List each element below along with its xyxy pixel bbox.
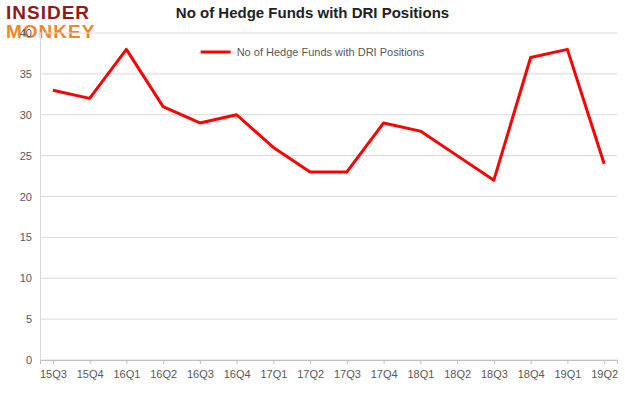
x-tick-mark bbox=[163, 360, 164, 364]
x-tick-mark bbox=[273, 360, 274, 364]
x-tick-mark bbox=[531, 360, 532, 364]
logo-text: INSIDER bbox=[6, 2, 90, 23]
y-tick-label: 40 bbox=[20, 27, 32, 39]
x-tick-label: 18Q4 bbox=[518, 368, 545, 380]
grid bbox=[40, 33, 617, 360]
x-tick-label: 17Q3 bbox=[334, 368, 361, 380]
x-tick-label: 17Q1 bbox=[260, 368, 287, 380]
x-tick-mark bbox=[457, 360, 458, 364]
legend: No of Hedge Funds with DRI Positions bbox=[201, 46, 425, 58]
y-tick: 30 bbox=[20, 109, 40, 121]
y-tick: 5 bbox=[26, 313, 40, 325]
x-tick: 16Q4 bbox=[224, 360, 251, 380]
x-tick: 15Q3 bbox=[40, 360, 67, 380]
plot-area bbox=[53, 49, 604, 180]
x-tick-label: 19Q2 bbox=[591, 368, 618, 380]
x-tick: 17Q2 bbox=[297, 360, 324, 380]
y-tick-label: 35 bbox=[20, 68, 32, 80]
x-tick-mark bbox=[604, 360, 605, 364]
grid-line bbox=[40, 155, 617, 156]
grid-line bbox=[40, 73, 617, 74]
x-tick-mark bbox=[310, 360, 311, 364]
chart: INSIDERMONKEY No of Hedge Funds with DRI … bbox=[0, 0, 625, 395]
y-tick-label: 15 bbox=[20, 231, 32, 243]
grid-line bbox=[40, 319, 617, 320]
grid-line bbox=[40, 278, 617, 279]
x-tick-label: 18Q2 bbox=[444, 368, 471, 380]
y-tick: 35 bbox=[20, 68, 40, 80]
y-tick: 25 bbox=[20, 150, 40, 162]
y-tick-label: 30 bbox=[20, 109, 32, 121]
x-tick: 18Q1 bbox=[407, 360, 434, 380]
title: No of Hedge Funds with DRI Positions bbox=[176, 4, 449, 21]
x-tick-label: 16Q3 bbox=[187, 368, 214, 380]
x-tick: 18Q2 bbox=[444, 360, 471, 380]
y-tick-label: 10 bbox=[20, 272, 32, 284]
x-tick-mark bbox=[494, 360, 495, 364]
grid-line bbox=[40, 196, 617, 197]
legend-item: No of Hedge Funds with DRI Positions bbox=[201, 46, 425, 58]
x-tick: 16Q3 bbox=[187, 360, 214, 380]
x-tick-label: 18Q1 bbox=[407, 368, 434, 380]
x-tick: 15Q4 bbox=[77, 360, 104, 380]
x-tick-mark bbox=[420, 360, 421, 364]
series-line bbox=[53, 49, 604, 180]
x-tick-mark bbox=[53, 360, 54, 364]
y-tick-label: 0 bbox=[26, 354, 32, 366]
x-tick-label: 18Q3 bbox=[481, 368, 508, 380]
x-tick-label: 17Q2 bbox=[297, 368, 324, 380]
y-tick: 20 bbox=[20, 191, 40, 203]
x-tick-mark bbox=[384, 360, 385, 364]
grid-line bbox=[40, 237, 617, 238]
y-axis-line bbox=[40, 34, 41, 361]
legend-label: No of Hedge Funds with DRI Positions bbox=[237, 46, 425, 58]
legend-swatch bbox=[201, 51, 231, 54]
x-tick-label: 16Q1 bbox=[113, 368, 140, 380]
y-tick-label: 20 bbox=[20, 191, 32, 203]
x-tick: 18Q3 bbox=[481, 360, 508, 380]
x-tick: 17Q1 bbox=[260, 360, 287, 380]
x-tick: 17Q3 bbox=[334, 360, 361, 380]
y-tick-label: 5 bbox=[26, 313, 32, 325]
x-tick-mark bbox=[126, 360, 127, 364]
x-axis-line bbox=[41, 361, 618, 365]
x-tick: 19Q2 bbox=[591, 360, 618, 380]
x-tick-label: 19Q1 bbox=[554, 368, 581, 380]
x-tick-label: 16Q2 bbox=[150, 368, 177, 380]
y-tick-label: 25 bbox=[20, 150, 32, 162]
x-tick-mark bbox=[347, 360, 348, 364]
y-tick: 40 bbox=[20, 27, 40, 39]
logo-text: MONKEY bbox=[6, 21, 95, 42]
x-tick: 16Q2 bbox=[150, 360, 177, 380]
x-tick: 19Q1 bbox=[554, 360, 581, 380]
x-tick: 17Q4 bbox=[371, 360, 398, 380]
x-tick-mark bbox=[200, 360, 201, 364]
y-tick: 0 bbox=[26, 354, 40, 366]
grid-line bbox=[40, 33, 617, 34]
x-tick: 16Q1 bbox=[113, 360, 140, 380]
grid-line bbox=[40, 114, 617, 115]
x-tick-label: 15Q3 bbox=[40, 368, 67, 380]
x-tick-label: 16Q4 bbox=[224, 368, 251, 380]
x-tick-mark bbox=[567, 360, 568, 364]
y-axis: 0 5 10 15 20 25 30 35 40 bbox=[20, 27, 41, 366]
y-tick: 15 bbox=[20, 231, 40, 243]
x-tick-mark bbox=[237, 360, 238, 364]
x-tick-label: 15Q4 bbox=[77, 368, 104, 380]
x-tick-mark bbox=[90, 360, 91, 364]
x-tick: 18Q4 bbox=[518, 360, 545, 380]
y-tick: 10 bbox=[20, 272, 40, 284]
x-tick-label: 17Q4 bbox=[371, 368, 398, 380]
x-axis: 15Q3 15Q4 16Q1 16Q2 16Q3 16Q4 17Q1 17Q2 17Q3 17Q4… bbox=[40, 360, 618, 380]
